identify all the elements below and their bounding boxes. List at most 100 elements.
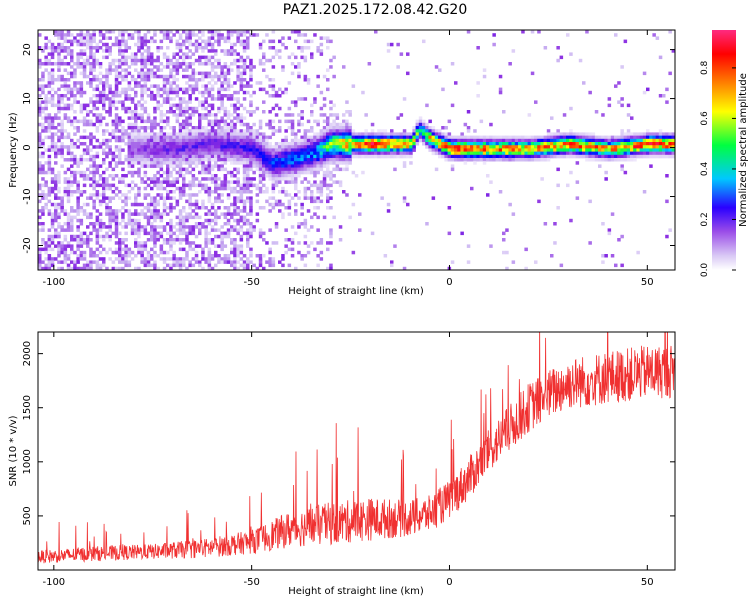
heatmap-cell [223, 222, 228, 226]
heatmap-cell [303, 145, 308, 149]
heatmap-cell [140, 68, 144, 72]
heatmap-cell [143, 90, 148, 95]
heatmap-cell [342, 158, 346, 162]
heatmap-cell [457, 151, 461, 156]
heatmap-cell [332, 180, 336, 184]
heatmap-cell [214, 158, 218, 162]
heatmap-cell [233, 97, 237, 101]
heatmap-cell [185, 138, 189, 143]
heatmap-cell [530, 71, 535, 76]
heatmap-cell [118, 154, 122, 159]
heatmap-cell [38, 138, 42, 143]
heatmap-cell [230, 103, 234, 108]
heatmap-cell [610, 158, 615, 162]
heatmap-cell [89, 135, 93, 140]
heatmap-cell [626, 113, 631, 117]
heatmap-cell [316, 196, 320, 200]
heatmap-cell [444, 154, 448, 159]
heatmap-cell [92, 158, 96, 162]
heatmap-cell [306, 129, 311, 133]
heatmap-cell [86, 212, 90, 216]
heatmap-cell [38, 65, 42, 69]
heatmap-cell [79, 42, 84, 47]
heatmap-cell [274, 94, 279, 98]
heatmap-cell [63, 228, 68, 232]
heatmap-cell [460, 142, 464, 146]
heatmap-cell [361, 145, 365, 149]
heatmap-cell [118, 190, 122, 194]
heatmap-cell [70, 158, 74, 162]
heatmap-cell [159, 250, 164, 255]
heatmap-cell [127, 164, 132, 168]
heatmap-cell [162, 199, 167, 204]
heatmap-cell [233, 225, 237, 229]
heatmap-cell [249, 154, 253, 159]
heatmap-cell [162, 151, 167, 156]
heatmap-cell [153, 270, 157, 274]
heatmap-cell [217, 183, 221, 188]
heatmap-cell [178, 193, 183, 197]
heatmap-cell [130, 58, 135, 63]
heatmap-cell [345, 193, 349, 197]
heatmap-cell [194, 202, 199, 207]
heatmap-cell [316, 84, 320, 88]
heatmap-cell [175, 113, 180, 117]
heatmap-cell [345, 122, 349, 127]
heatmap-cell [556, 183, 560, 188]
heatmap-cell [166, 116, 170, 120]
heatmap-cell [140, 55, 144, 60]
heatmap-cell [607, 97, 612, 101]
heatmap-cell [178, 62, 183, 66]
heatmap-cell [265, 33, 269, 37]
heatmap-cell [95, 196, 100, 200]
heatmap-cell [214, 49, 218, 53]
heatmap-cell [153, 209, 157, 213]
heatmap-cell [182, 193, 186, 197]
heatmap-cell [335, 167, 340, 172]
heatmap-cell [297, 122, 301, 127]
heatmap-cell [143, 145, 148, 149]
heatmap-cell [489, 135, 493, 140]
heatmap-cell [390, 263, 394, 268]
heatmap-cell [274, 103, 279, 108]
heatmap-cell [172, 250, 176, 255]
heatmap-cell [281, 263, 285, 268]
heatmap-cell [118, 180, 122, 184]
heatmap-cell [300, 167, 304, 172]
heatmap-cell [172, 263, 176, 268]
heatmap-cell [303, 158, 308, 162]
heatmap-cell [47, 100, 52, 104]
heatmap-cell [338, 148, 343, 152]
heatmap-cell [636, 151, 640, 156]
heatmap-cell [70, 244, 74, 248]
heatmap-cell [198, 142, 202, 146]
heatmap-cell [246, 177, 250, 181]
heatmap-cell [230, 180, 234, 184]
heatmap-cell [268, 209, 272, 213]
heatmap-cell [601, 254, 605, 258]
heatmap-cell [450, 142, 455, 146]
heatmap-cell [44, 84, 48, 88]
heatmap-cell [559, 263, 564, 268]
heatmap-cell [207, 186, 212, 191]
heatmap-cell [236, 183, 240, 188]
heatmap-cell [108, 30, 112, 34]
heatmap-cell [127, 126, 132, 130]
heatmap-cell [89, 183, 93, 188]
heatmap-cell [86, 113, 90, 117]
heatmap-cell [239, 247, 244, 252]
heatmap-cell [166, 167, 170, 172]
heatmap-cell [79, 241, 84, 245]
heatmap-cell [47, 97, 52, 101]
heatmap-cell [351, 135, 356, 140]
heatmap-cell [38, 94, 42, 98]
heatmap-cell [361, 90, 365, 95]
heatmap-cell [156, 202, 160, 207]
heatmap-cell [620, 148, 624, 152]
heatmap-cell [76, 241, 80, 245]
heatmap-cell [281, 158, 285, 162]
heatmap-cell [383, 148, 388, 152]
heatmap-cells [38, 30, 675, 274]
heatmap-cell [460, 231, 464, 236]
heatmap-cell [290, 62, 295, 66]
